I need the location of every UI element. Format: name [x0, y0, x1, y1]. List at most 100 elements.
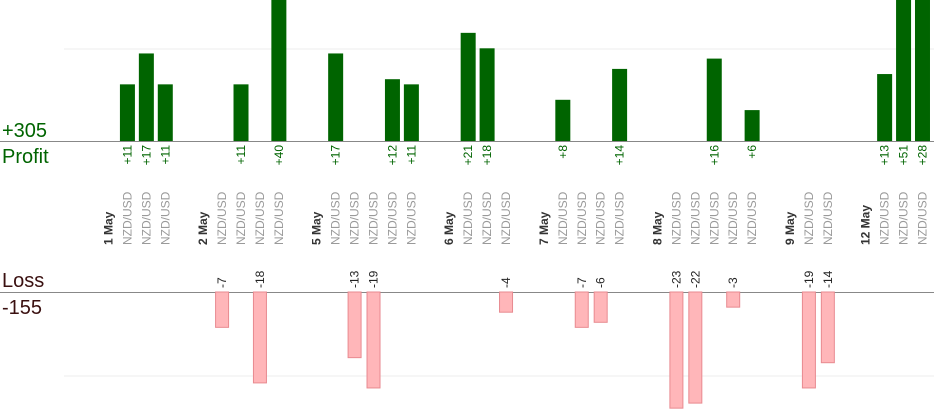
category-label: NZD/USD	[707, 191, 721, 245]
date-label: 1 May	[102, 211, 116, 245]
profit-value-label: +11	[158, 145, 172, 165]
date-label: 6 May	[442, 211, 456, 245]
profit-value-label: +28	[915, 145, 929, 166]
date-label: 2 May	[196, 211, 210, 245]
profit-value-label: +21	[461, 145, 475, 166]
profit-bar	[612, 68, 628, 141]
category-label: NZD/USD	[802, 191, 816, 245]
loss-bar	[669, 291, 684, 409]
category-label: NZD/USD	[669, 191, 683, 245]
loss-value-label: -22	[688, 270, 702, 288]
profit-value-label: +17	[139, 145, 153, 166]
category-label: NZD/USD	[594, 191, 608, 245]
category-label: NZD/USD	[348, 191, 362, 245]
profit-bar	[877, 74, 893, 141]
profit-bar	[896, 0, 912, 141]
category-label: NZD/USD	[821, 191, 835, 245]
category-label: NZD/USD	[556, 191, 570, 245]
profit-bar	[460, 32, 476, 141]
category-label: NZD/USD	[234, 191, 248, 245]
profit-value-label: +14	[613, 145, 627, 166]
category-label: NZD/USD	[215, 191, 229, 245]
category-label: NZD/USD	[139, 191, 153, 245]
profit-bar	[138, 53, 154, 142]
loss-bar	[252, 291, 267, 384]
category-label: NZD/USD	[253, 191, 267, 245]
date-label: 5 May	[310, 211, 324, 245]
profit-value-label: +13	[878, 145, 892, 166]
loss-bar	[574, 291, 589, 328]
gridlines	[0, 48, 934, 377]
date-label: 7 May	[537, 211, 551, 245]
profit-bar	[328, 53, 344, 142]
loss-value-label: -7	[575, 277, 589, 288]
category-label: NZD/USD	[499, 191, 513, 245]
labels: 1 May NZD/USD +11 NZD/USD +17 NZD/USD +11 2 May…	[102, 145, 930, 288]
loss-value-label: -3	[726, 277, 740, 288]
loss-bar	[347, 291, 362, 359]
bars	[119, 0, 930, 409]
loss-bar	[366, 291, 381, 389]
loss-bar	[499, 291, 514, 313]
profit-bar	[119, 84, 135, 141]
category-label: NZD/USD	[878, 191, 892, 245]
loss-value-label: -13	[348, 270, 362, 288]
loss-value-label: -19	[802, 270, 816, 288]
loss-bar	[215, 291, 230, 328]
profit-value-label: +8	[556, 145, 570, 159]
date-label: 8 May	[650, 211, 664, 245]
loss-value-label: -6	[594, 277, 608, 288]
category-label: NZD/USD	[726, 191, 740, 245]
category-label: NZD/USD	[272, 191, 286, 245]
category-label: NZD/USD	[120, 191, 134, 245]
loss-bar	[593, 291, 608, 323]
loss-value-label: -14	[821, 270, 835, 288]
loss-bar	[726, 291, 741, 308]
category-label: NZD/USD	[367, 191, 381, 245]
profit-value-label: +12	[385, 145, 399, 166]
category-label: NZD/USD	[480, 191, 494, 245]
category-label: NZD/USD	[385, 191, 399, 245]
loss-label: Loss	[2, 270, 44, 292]
category-label: NZD/USD	[897, 191, 911, 245]
profit-value-label: +6	[745, 145, 759, 159]
category-label: NZD/USD	[688, 191, 702, 245]
profit-bar	[403, 84, 419, 141]
profit-bar	[271, 0, 287, 141]
profit-bar	[914, 0, 930, 141]
category-label: NZD/USD	[404, 191, 418, 245]
loss-bar	[688, 291, 703, 404]
date-label: 12 May	[859, 205, 873, 245]
profit-value-label: +18	[480, 145, 494, 166]
profit-bar	[744, 110, 760, 141]
profit-bar	[233, 84, 249, 141]
profit-value-label: +40	[272, 145, 286, 166]
profit-value-label: +11	[234, 145, 248, 165]
profit-bar	[384, 79, 400, 141]
loss-value-label: -23	[669, 270, 683, 288]
category-label: NZD/USD	[915, 191, 929, 245]
profit-total: +305	[2, 120, 47, 142]
loss-value-label: -7	[215, 277, 229, 288]
totals: +305 Profit Loss -155	[2, 120, 49, 319]
category-label: NZD/USD	[461, 191, 475, 245]
loss-value-label: -4	[499, 277, 513, 288]
profit-value-label: +11	[120, 145, 134, 165]
profit-bar	[555, 99, 571, 141]
category-label: NZD/USD	[158, 191, 172, 245]
profit-bar	[706, 58, 722, 141]
profit-bar	[157, 84, 173, 141]
category-label: NZD/USD	[575, 191, 589, 245]
profit-value-label: +11	[404, 145, 418, 165]
loss-bar	[801, 291, 816, 389]
profit-label: Profit	[2, 146, 49, 168]
loss-value-label: -18	[253, 270, 267, 288]
loss-value-label: -19	[367, 270, 381, 288]
date-label: 9 May	[783, 211, 797, 245]
category-label: NZD/USD	[745, 191, 759, 245]
profit-value-label: +51	[897, 145, 911, 166]
profit-value-label: +17	[329, 145, 343, 166]
profit-value-label: +16	[707, 145, 721, 166]
loss-total: -155	[2, 297, 42, 319]
